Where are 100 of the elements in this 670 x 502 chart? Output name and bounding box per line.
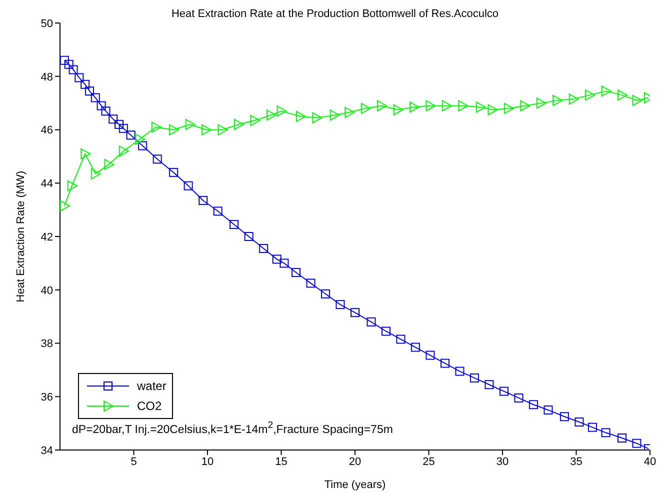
point bbox=[360, 102, 371, 114]
point bbox=[440, 358, 450, 368]
point bbox=[426, 350, 435, 360]
point bbox=[499, 386, 508, 396]
legend-label: CO2 bbox=[137, 399, 162, 413]
point bbox=[528, 400, 538, 410]
point bbox=[138, 141, 148, 150]
point bbox=[410, 102, 420, 113]
point bbox=[259, 244, 268, 254]
point bbox=[296, 110, 306, 122]
point bbox=[381, 326, 390, 336]
x-tick-label: 15 bbox=[275, 456, 288, 468]
point bbox=[321, 289, 330, 298]
point bbox=[218, 124, 228, 136]
point bbox=[198, 196, 208, 205]
point bbox=[396, 334, 406, 344]
point bbox=[544, 405, 553, 414]
point bbox=[470, 373, 479, 382]
point bbox=[280, 258, 289, 268]
point bbox=[410, 342, 420, 352]
x-tick-label: 10 bbox=[201, 456, 214, 468]
point bbox=[266, 110, 276, 121]
point bbox=[442, 100, 452, 112]
point bbox=[601, 428, 610, 438]
point bbox=[184, 181, 193, 190]
y-axis-title: Heat Extraction Rate (MW) bbox=[14, 170, 27, 302]
point bbox=[118, 124, 128, 133]
x-tick-label: 20 bbox=[348, 456, 362, 468]
point bbox=[574, 417, 584, 426]
point bbox=[588, 422, 597, 432]
point bbox=[336, 300, 345, 310]
point bbox=[230, 220, 239, 229]
point bbox=[276, 106, 287, 117]
point bbox=[536, 98, 546, 109]
y-tick-label: 38 bbox=[40, 338, 53, 350]
point bbox=[64, 60, 74, 69]
y-tick-label: 46 bbox=[40, 124, 53, 137]
point bbox=[306, 278, 316, 288]
point bbox=[101, 106, 110, 116]
point bbox=[234, 118, 244, 130]
annotation: dP=20bar,T Inj.=20Celsius,k=1*E-14m$^{2}$,Fracture Spacing=75m bbox=[72, 420, 393, 436]
point bbox=[67, 180, 78, 192]
point bbox=[185, 118, 196, 130]
point bbox=[426, 100, 436, 112]
point bbox=[60, 56, 69, 65]
point bbox=[393, 104, 404, 116]
point bbox=[632, 94, 642, 106]
y-tick-label: 40 bbox=[40, 284, 53, 297]
point bbox=[484, 380, 494, 390]
x-tick-label: 5 bbox=[130, 456, 137, 468]
point bbox=[108, 114, 118, 124]
point bbox=[632, 438, 642, 448]
point bbox=[85, 86, 94, 96]
y-tick-label: 34 bbox=[40, 444, 53, 457]
chart-title: Heat Extraction Rate at the Production Bottomwell of Res.Acoculco bbox=[171, 8, 499, 20]
point bbox=[292, 268, 300, 278]
x-tick-label: 40 bbox=[644, 456, 656, 468]
point bbox=[488, 104, 498, 116]
x-tick-label: 30 bbox=[496, 456, 509, 468]
point bbox=[169, 124, 180, 136]
point bbox=[90, 168, 101, 180]
point bbox=[377, 100, 388, 112]
y-tick-label: 36 bbox=[40, 392, 53, 404]
point bbox=[520, 100, 530, 112]
point bbox=[455, 366, 464, 376]
x-axis-title: Time (years) bbox=[324, 479, 386, 491]
point bbox=[350, 308, 360, 318]
point bbox=[96, 101, 106, 110]
point bbox=[514, 393, 524, 402]
point bbox=[560, 412, 569, 422]
point bbox=[68, 65, 78, 74]
point bbox=[90, 93, 100, 102]
point bbox=[344, 106, 355, 118]
point bbox=[60, 200, 70, 212]
point bbox=[80, 148, 91, 160]
point bbox=[135, 134, 146, 145]
x-tick-label: 25 bbox=[422, 456, 435, 468]
point bbox=[152, 154, 162, 164]
point bbox=[312, 112, 322, 124]
y-tick-label: 48 bbox=[40, 71, 53, 84]
point bbox=[601, 86, 612, 97]
point bbox=[585, 90, 596, 101]
point bbox=[458, 100, 468, 112]
y-tick-label: 44 bbox=[40, 178, 53, 190]
point bbox=[330, 110, 340, 121]
point bbox=[504, 102, 514, 114]
point bbox=[366, 317, 376, 326]
point bbox=[74, 73, 84, 82]
point bbox=[552, 94, 563, 106]
point bbox=[272, 254, 282, 264]
point bbox=[169, 168, 178, 177]
legend-label: water bbox=[137, 379, 166, 393]
point bbox=[151, 122, 162, 133]
point bbox=[104, 158, 114, 170]
point bbox=[617, 90, 628, 101]
point bbox=[213, 206, 222, 216]
point bbox=[617, 433, 626, 442]
point bbox=[202, 124, 212, 136]
point bbox=[568, 94, 579, 105]
point bbox=[114, 120, 124, 129]
